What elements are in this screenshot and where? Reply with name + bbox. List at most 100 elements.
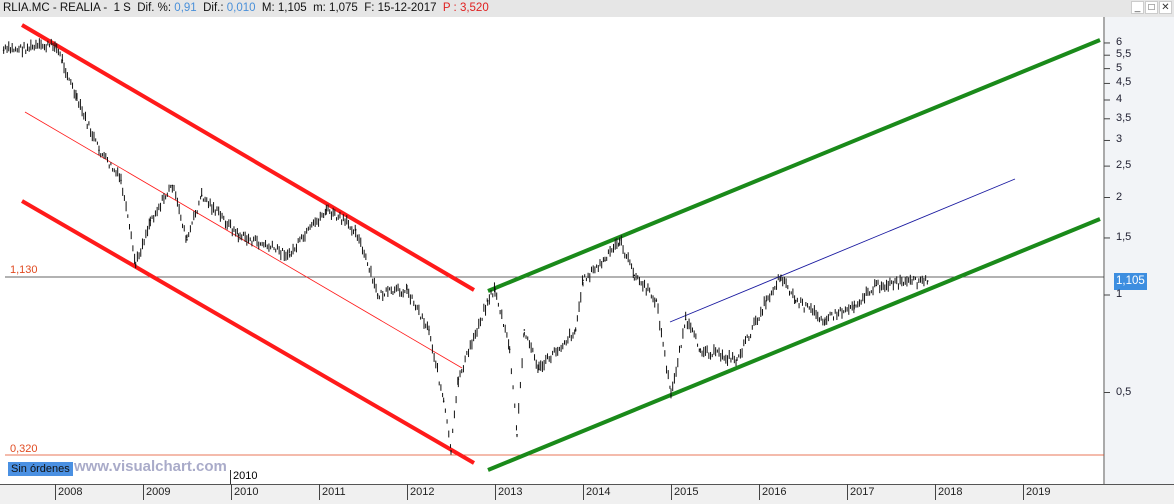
price-point bbox=[875, 284, 878, 287]
x-tick-label: 2014 bbox=[583, 484, 610, 500]
price-axis-panel bbox=[1105, 17, 1174, 484]
p-value: 3,520 bbox=[459, 2, 489, 14]
price-point bbox=[54, 44, 56, 47]
price-point bbox=[120, 179, 122, 182]
y-tick-label: 5,5 bbox=[1116, 48, 1132, 61]
period: 1 S bbox=[113, 2, 131, 14]
y-tick-label: 4 bbox=[1116, 93, 1123, 105]
price-point bbox=[780, 274, 782, 277]
price-point bbox=[149, 219, 152, 222]
x-tick-label: 2011 bbox=[319, 484, 346, 500]
date-label: F: bbox=[364, 2, 375, 14]
max: 1,105 bbox=[277, 2, 307, 14]
dif: 0,010 bbox=[226, 2, 256, 14]
x-tick-label: 2010 bbox=[231, 484, 258, 500]
y-ticks bbox=[1104, 42, 1110, 393]
price-point bbox=[582, 279, 584, 282]
down-channel-mid[interactable] bbox=[24, 111, 463, 369]
y-tick-label: 2 bbox=[1116, 190, 1123, 203]
price-series bbox=[2, 38, 929, 455]
price-point bbox=[699, 348, 702, 351]
price-point bbox=[325, 209, 328, 211]
price-point bbox=[736, 359, 738, 361]
y-tick-label: 5 bbox=[1116, 61, 1123, 74]
price-point bbox=[604, 259, 606, 262]
price-point bbox=[61, 59, 64, 62]
price-point bbox=[457, 378, 460, 380]
y-tick-label: 3 bbox=[1116, 133, 1123, 146]
price-point bbox=[765, 299, 768, 302]
max-label: M: bbox=[261, 2, 275, 14]
price-point bbox=[494, 288, 496, 291]
price-point bbox=[538, 368, 540, 371]
date: 15-12-2017 bbox=[377, 2, 437, 14]
price-point bbox=[288, 254, 291, 256]
price-point bbox=[794, 299, 797, 302]
x-tick-label: 2009 bbox=[143, 484, 170, 500]
y-tick-label: 3,5 bbox=[1116, 111, 1132, 124]
price-point bbox=[450, 450, 452, 452]
price-point bbox=[516, 434, 518, 436]
window-controls: _ □ ✕ bbox=[1131, 1, 1172, 14]
chart-header: RLIA.MC - REALIA - 1 S Dif. %: 0,91 Dif.… bbox=[0, 0, 1174, 17]
price-point bbox=[2, 49, 5, 51]
price-point bbox=[406, 288, 408, 291]
price-point bbox=[200, 194, 203, 197]
level-label-lower: 0,320 bbox=[10, 443, 38, 455]
y-tick-label: 0,5 bbox=[1116, 385, 1132, 398]
up-channel-upper[interactable] bbox=[487, 38, 1101, 293]
price-point bbox=[134, 263, 137, 266]
y-tick-label: 4,5 bbox=[1116, 76, 1132, 89]
price-chart[interactable] bbox=[0, 17, 1174, 484]
y-tick-label: 2,5 bbox=[1116, 159, 1132, 172]
y-tick-label: 6 bbox=[1116, 35, 1123, 48]
minimize-button[interactable]: _ bbox=[1131, 1, 1144, 14]
blue-trendline[interactable] bbox=[669, 178, 1016, 323]
x-tick-label: 2012 bbox=[407, 484, 434, 500]
price-point bbox=[655, 299, 658, 302]
price-point bbox=[442, 400, 445, 403]
p-label: P : bbox=[442, 2, 457, 14]
price-point bbox=[376, 294, 379, 296]
min-label: m: bbox=[313, 2, 326, 14]
stray-year-label: 2010 bbox=[230, 470, 257, 484]
up-channel-lower[interactable] bbox=[487, 217, 1101, 472]
dif-pct-label: Dif. %: bbox=[137, 2, 172, 14]
x-tick-label: 2016 bbox=[759, 484, 786, 500]
price-point bbox=[354, 228, 357, 231]
dif-label: Dif.: bbox=[203, 2, 224, 14]
level-label-upper: 1,130 bbox=[10, 264, 38, 276]
price-point bbox=[237, 234, 240, 236]
price-point bbox=[684, 318, 687, 321]
time-axis[interactable] bbox=[0, 484, 1174, 504]
price-point bbox=[486, 299, 489, 302]
y-tick-label: 1,5 bbox=[1116, 230, 1132, 243]
price-point bbox=[618, 239, 621, 241]
price-point bbox=[670, 394, 672, 397]
close-button[interactable]: ✕ bbox=[1159, 1, 1172, 14]
symbol: RLIA.MC - REALIA - bbox=[3, 2, 108, 14]
x-tick-label: 2017 bbox=[847, 484, 874, 500]
watermark: www.visualchart.com bbox=[74, 458, 227, 475]
price-point bbox=[171, 184, 174, 187]
orders-status[interactable]: Sin órdenes bbox=[8, 462, 73, 476]
price-point bbox=[824, 318, 826, 321]
down-channel-lower[interactable] bbox=[20, 199, 476, 465]
price-point bbox=[428, 329, 430, 331]
x-tick-label: 2008 bbox=[55, 484, 82, 500]
min: 1,075 bbox=[329, 2, 358, 14]
price-point bbox=[853, 304, 856, 307]
price-point bbox=[76, 99, 78, 101]
price-point bbox=[98, 149, 100, 151]
price-point bbox=[574, 329, 577, 331]
maximize-button[interactable]: □ bbox=[1145, 1, 1158, 14]
x-tick-label: 2015 bbox=[671, 484, 698, 500]
down-channel-upper[interactable] bbox=[20, 23, 476, 292]
y-tick-label: 1 bbox=[1116, 288, 1123, 300]
price-point bbox=[186, 239, 188, 241]
dif-pct: 0,91 bbox=[174, 2, 197, 14]
x-tick-label: 2019 bbox=[1023, 484, 1050, 500]
price-point bbox=[508, 348, 511, 351]
x-tick-label: 2018 bbox=[935, 484, 962, 500]
last-price-box: 1,105 bbox=[1114, 273, 1147, 290]
